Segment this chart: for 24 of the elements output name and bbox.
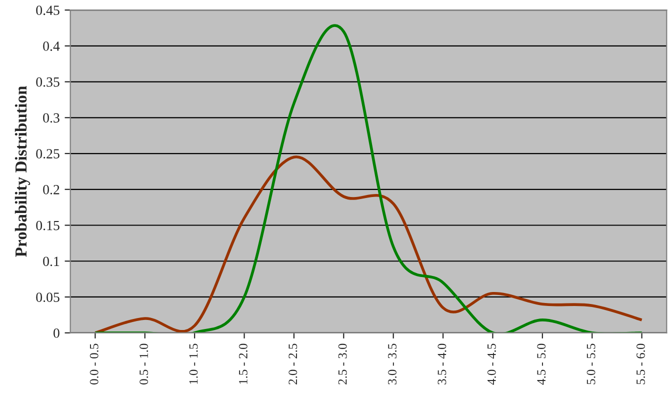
x-tick-label: 0.0 - 0.5 <box>90 344 98 384</box>
x-tick-label: 0.5 - 1.0 <box>140 344 148 384</box>
y-tick-label: 0 <box>54 328 60 338</box>
y-tick-label: 0.1 <box>43 256 60 266</box>
line-series <box>94 156 644 333</box>
x-tick-label: 2.0 - 2.5 <box>288 344 298 384</box>
y-tick-label: 0.15 <box>36 220 60 230</box>
y-tick-label: 0.4 <box>43 42 60 51</box>
x-tick-label: 1.0 - 1.5 <box>189 344 198 384</box>
x-tick-label: 5.5 - 6.0 <box>636 344 645 384</box>
y-tick-label: 0.45 <box>36 6 60 16</box>
y-tick-label: 0.35 <box>36 77 60 87</box>
x-tick-label: 2.5 - 3.0 <box>338 344 347 384</box>
x-tick-label: 4.0 - 4.5 <box>487 344 496 385</box>
y-tick-label: 0.25 <box>36 149 60 159</box>
x-tick-label: 4.5 - 5.0 <box>537 344 546 385</box>
x-tick-label: 3.0 - 3.5 <box>388 344 397 384</box>
x-tick-label: 3.5 - 4.0 <box>438 344 446 384</box>
y-axis-title: Probability Distribution <box>14 86 30 257</box>
y-tick-label: 0.3 <box>43 113 60 123</box>
x-tick-label: 5.0 - 5.5 <box>586 344 596 384</box>
x-tick-label: 1.5 - 2.0 <box>238 344 248 384</box>
y-tick-label: 0.05 <box>36 292 60 302</box>
y-tick-label: 0.2 <box>43 184 60 194</box>
